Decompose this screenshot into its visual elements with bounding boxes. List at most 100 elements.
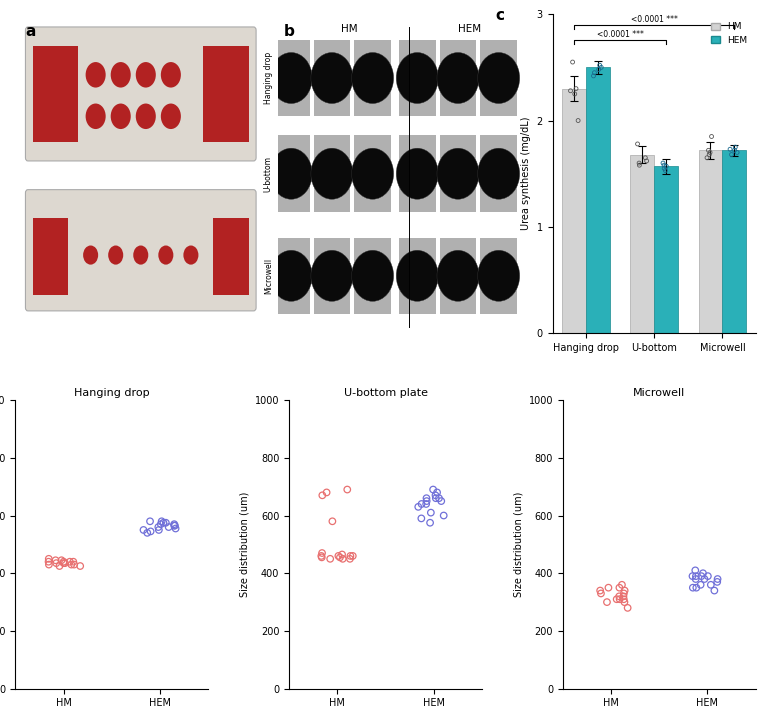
Point: [658, 160, 670, 171]
Point: [595, 62, 608, 73]
Title: Microwell: Microwell: [633, 388, 685, 398]
Point: [316, 547, 328, 559]
Circle shape: [183, 246, 198, 265]
Point: [42, 559, 55, 570]
Point: [42, 556, 55, 567]
Bar: [586, 67, 610, 333]
Point: [611, 594, 623, 605]
Circle shape: [161, 104, 181, 129]
Point: [344, 550, 356, 562]
Point: [711, 577, 723, 588]
Point: [613, 591, 625, 602]
Point: [433, 493, 445, 504]
Bar: [314, 136, 350, 212]
Point: [324, 553, 336, 564]
Point: [703, 149, 715, 160]
Point: [58, 556, 70, 567]
Text: c: c: [496, 8, 505, 23]
Circle shape: [478, 251, 520, 301]
Text: U-bottom: U-bottom: [264, 155, 273, 192]
Point: [660, 160, 672, 172]
Circle shape: [311, 148, 353, 200]
Point: [170, 523, 182, 534]
Point: [695, 579, 707, 591]
Text: b: b: [283, 23, 295, 39]
Point: [53, 560, 66, 572]
Circle shape: [352, 251, 394, 301]
Point: [412, 501, 424, 513]
Point: [614, 594, 626, 605]
Point: [168, 520, 180, 531]
Point: [74, 560, 86, 572]
Bar: [33, 219, 68, 295]
Point: [633, 160, 645, 171]
Circle shape: [396, 148, 438, 200]
Text: HEM: HEM: [458, 23, 481, 34]
Text: <0.0001 ***: <0.0001 ***: [631, 15, 678, 23]
Bar: [214, 219, 248, 295]
Point: [67, 556, 79, 567]
Bar: [562, 89, 586, 333]
Point: [697, 567, 709, 579]
Circle shape: [478, 53, 520, 104]
Point: [336, 549, 348, 560]
Point: [153, 524, 165, 535]
Point: [657, 158, 669, 169]
Point: [420, 493, 433, 504]
Bar: [439, 238, 476, 314]
Bar: [314, 40, 350, 116]
Bar: [33, 46, 78, 142]
Circle shape: [133, 246, 148, 265]
Point: [593, 64, 605, 75]
Point: [659, 165, 672, 176]
Bar: [480, 40, 517, 116]
Bar: [654, 166, 678, 333]
Circle shape: [86, 104, 106, 129]
Point: [425, 507, 437, 518]
Point: [437, 510, 449, 521]
Point: [594, 60, 606, 71]
Point: [429, 493, 442, 504]
Text: a: a: [25, 23, 35, 39]
FancyBboxPatch shape: [25, 190, 256, 311]
Point: [687, 582, 699, 594]
Bar: [399, 238, 436, 314]
Point: [420, 498, 433, 510]
Point: [429, 490, 442, 501]
Circle shape: [111, 104, 131, 129]
Bar: [314, 238, 350, 314]
Circle shape: [352, 148, 394, 200]
Circle shape: [83, 246, 98, 265]
Point: [156, 515, 168, 527]
Circle shape: [270, 251, 312, 301]
Point: [435, 496, 447, 507]
Text: Hanging drop: Hanging drop: [264, 52, 273, 104]
Point: [564, 85, 577, 97]
Point: [332, 550, 345, 562]
Point: [56, 555, 68, 566]
Circle shape: [136, 104, 156, 129]
Point: [633, 158, 645, 169]
Point: [144, 525, 157, 537]
Title: U-bottom plate: U-bottom plate: [344, 388, 427, 398]
Point: [702, 570, 714, 581]
Bar: [273, 238, 310, 314]
Point: [415, 513, 427, 524]
Circle shape: [270, 53, 312, 104]
Bar: [273, 40, 310, 116]
Point: [567, 56, 579, 67]
Point: [594, 585, 606, 596]
Bar: [399, 136, 436, 212]
Bar: [204, 46, 248, 142]
Circle shape: [478, 148, 520, 200]
Circle shape: [396, 251, 438, 301]
Bar: [480, 238, 517, 314]
Point: [594, 588, 607, 599]
Point: [424, 517, 436, 528]
Point: [155, 518, 167, 530]
FancyBboxPatch shape: [25, 27, 256, 161]
Point: [344, 553, 356, 564]
Point: [690, 582, 702, 594]
Point: [572, 115, 584, 126]
Point: [431, 487, 443, 498]
